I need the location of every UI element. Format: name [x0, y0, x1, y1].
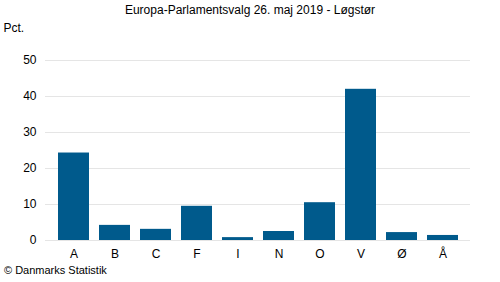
svg-text:V: V — [357, 247, 365, 261]
svg-text:0: 0 — [30, 233, 37, 247]
svg-text:C: C — [152, 247, 161, 261]
svg-text:Å: Å — [439, 246, 447, 261]
html-text:© Danmarks Statistik: © Danmarks Statistik — [4, 264, 107, 276]
svg-text:A: A — [70, 247, 78, 261]
svg-text:Ø: Ø — [397, 247, 406, 261]
svg-text:10: 10 — [23, 197, 37, 211]
svg-text:50: 50 — [23, 53, 37, 67]
svg-text:20: 20 — [23, 161, 37, 175]
svg-text:F: F — [193, 247, 200, 261]
svg-text:B: B — [111, 247, 119, 261]
svg-text:I: I — [236, 247, 239, 261]
html-text:Europa-Parlamentsvalg 26. maj: Europa-Parlamentsvalg 26. maj 2019 - Løg… — [124, 3, 376, 17]
svg-text:Pct.: Pct. — [4, 21, 25, 35]
svg-text:30: 30 — [23, 125, 37, 139]
svg-text:O: O — [315, 247, 324, 261]
svg-text:N: N — [275, 247, 284, 261]
svg-text:40: 40 — [23, 89, 37, 103]
